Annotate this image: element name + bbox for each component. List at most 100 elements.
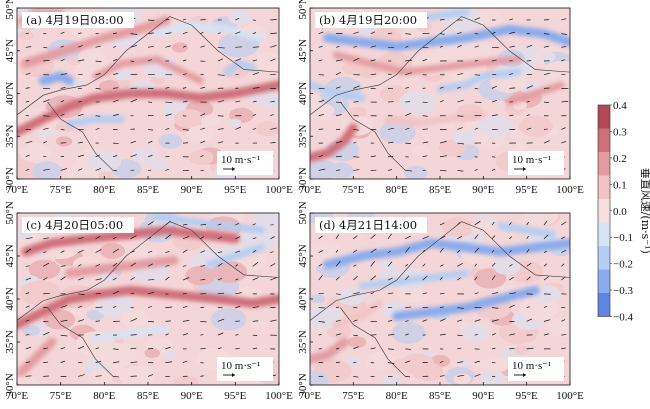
updraft-band [310, 123, 358, 163]
wind-arrow [422, 275, 428, 281]
x-tick-label: 80°E [93, 184, 115, 196]
wind-arrow [130, 140, 137, 144]
wind-arrow [147, 45, 154, 48]
x-tick-label: 75°E [342, 390, 364, 402]
wind-arrow [252, 306, 259, 308]
wind-arrow [405, 247, 410, 253]
wind-arrow [335, 249, 339, 253]
wind-arrow [491, 235, 496, 240]
wind-arrow [77, 346, 85, 350]
wind-arrow [147, 221, 154, 226]
wind-arrow [422, 235, 429, 240]
wind-arrow [95, 45, 102, 48]
wind-arrow [78, 154, 85, 158]
wind-arrow [25, 361, 31, 363]
y-tick-label: 50°N [4, 0, 16, 20]
wind-arrow [43, 115, 50, 117]
wind-arrow [95, 88, 101, 90]
wind-arrow [405, 306, 412, 308]
wind-arrow [252, 59, 258, 62]
wind-arrow [353, 45, 358, 48]
downdraft-band [205, 243, 265, 269]
wind-arrow [147, 292, 155, 295]
reference-vector-label: 10 m·s⁻¹ [512, 154, 551, 166]
x-tick-label: 90°E [472, 390, 494, 402]
wind-arrow [95, 128, 100, 130]
wind-arrow [130, 99, 137, 103]
wind-arrow [147, 19, 155, 21]
panel-title: (c) 4月20日05:00 [26, 218, 123, 232]
updraft-band [21, 16, 170, 69]
wind-arrow [112, 99, 119, 103]
wind-arrow [491, 262, 496, 267]
wind-arrow [43, 277, 48, 281]
wind-arrow [182, 333, 189, 336]
wind-arrow [77, 264, 82, 267]
wind-vectors [25, 17, 277, 172]
panel-title: (d) 4月21日14:00 [319, 218, 417, 232]
wind-arrow [78, 319, 85, 322]
field-cell [254, 213, 279, 228]
wind-arrow [270, 251, 274, 253]
wind-arrow [252, 223, 256, 226]
field-cell [98, 171, 114, 179]
wind-arrow [353, 85, 360, 89]
wind-arrow [217, 292, 225, 295]
wind-arrow [165, 361, 173, 363]
wind-arrow [113, 376, 119, 378]
wind-arrow [335, 72, 342, 76]
y-tick-label: 30°N [4, 373, 16, 396]
wind-arrow [43, 251, 47, 253]
field-cell [120, 310, 149, 328]
wind-arrow [235, 126, 242, 130]
wind-arrow [543, 33, 550, 35]
updraft-band [332, 299, 383, 329]
field-cell [158, 133, 183, 149]
wind-arrow [439, 45, 443, 48]
y-tick-label: 40°N [4, 287, 16, 310]
wind-arrow [405, 127, 410, 130]
wind-arrow [165, 32, 172, 34]
wind-arrow [491, 333, 496, 336]
wind-arrow [370, 261, 375, 267]
wind-arrow [43, 347, 48, 350]
wind-arrow [235, 250, 241, 253]
wind-arrow [235, 306, 241, 308]
wind-arrow [200, 45, 205, 48]
wind-arrow [457, 319, 463, 322]
wind-arrow [235, 18, 240, 21]
wind-arrow [335, 333, 342, 336]
wind-arrow [318, 321, 326, 323]
wind-arrow [491, 221, 495, 226]
wind-arrow [182, 45, 187, 48]
wind-arrow [200, 31, 204, 34]
downdraft-band [65, 115, 126, 127]
wind-arrow [43, 262, 50, 267]
field-area [310, 8, 570, 179]
x-tick-label: 90°E [472, 184, 494, 196]
field-cell [86, 150, 122, 172]
wind-arrow [235, 278, 239, 281]
reference-vector-head [232, 373, 235, 377]
field-cell [379, 120, 416, 144]
wind-arrow [474, 373, 481, 377]
wind-arrow [439, 222, 445, 226]
wind-arrow [95, 334, 100, 336]
wind-arrow [405, 33, 412, 35]
wind-arrow [509, 31, 516, 34]
updraft-band [384, 111, 487, 127]
wind-arrow [491, 114, 498, 117]
wind-arrow [235, 100, 241, 103]
wind-arrow [60, 347, 66, 350]
wind-arrow [405, 72, 412, 76]
wind-arrow [112, 236, 117, 240]
field-cell [310, 370, 329, 385]
wind-arrow [182, 129, 189, 131]
x-tick-label: 70°E [6, 390, 28, 402]
wind-arrow [25, 375, 32, 377]
wind-arrow [112, 113, 119, 117]
wind-arrow [200, 265, 206, 267]
border-line [310, 221, 570, 321]
updraft-band [310, 337, 350, 364]
